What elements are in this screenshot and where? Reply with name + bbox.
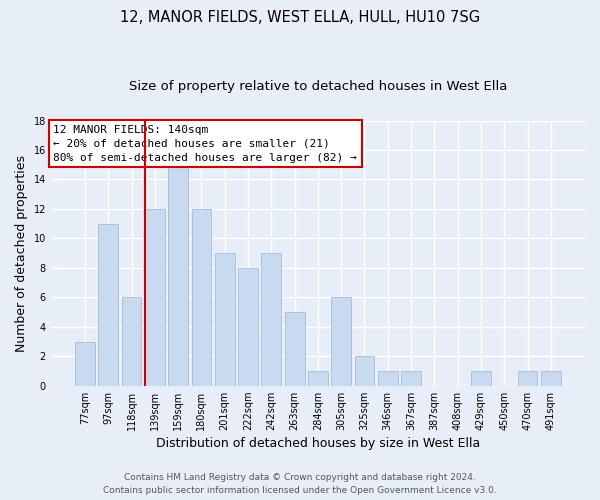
Bar [122, 298, 142, 386]
Bar [145, 209, 165, 386]
Bar [308, 371, 328, 386]
Bar [191, 209, 211, 386]
Text: Contains HM Land Registry data © Crown copyright and database right 2024.
Contai: Contains HM Land Registry data © Crown c… [103, 474, 497, 495]
Bar [238, 268, 258, 386]
Bar [215, 253, 235, 386]
Text: 12 MANOR FIELDS: 140sqm
← 20% of detached houses are smaller (21)
80% of semi-de: 12 MANOR FIELDS: 140sqm ← 20% of detache… [53, 124, 357, 162]
Bar [168, 164, 188, 386]
Bar [98, 224, 118, 386]
Bar [471, 371, 491, 386]
Bar [541, 371, 561, 386]
Bar [285, 312, 305, 386]
Text: 12, MANOR FIELDS, WEST ELLA, HULL, HU10 7SG: 12, MANOR FIELDS, WEST ELLA, HULL, HU10 … [120, 10, 480, 25]
Bar [331, 298, 351, 386]
X-axis label: Distribution of detached houses by size in West Ella: Distribution of detached houses by size … [156, 437, 480, 450]
Bar [355, 356, 374, 386]
Y-axis label: Number of detached properties: Number of detached properties [15, 154, 28, 352]
Title: Size of property relative to detached houses in West Ella: Size of property relative to detached ho… [129, 80, 507, 93]
Bar [518, 371, 538, 386]
Bar [378, 371, 398, 386]
Bar [75, 342, 95, 386]
Bar [262, 253, 281, 386]
Bar [401, 371, 421, 386]
